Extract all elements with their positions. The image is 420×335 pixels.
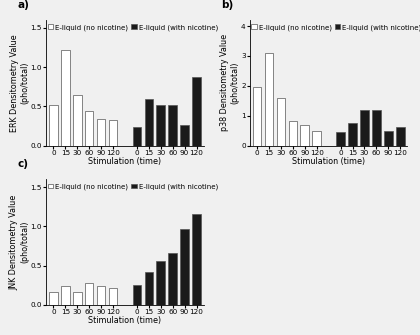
Bar [168, 105, 177, 146]
Legend: E-liquid (no nicotine), E-liquid (with nicotine): E-liquid (no nicotine), E-liquid (with n… [47, 23, 219, 31]
Bar [253, 87, 261, 146]
Bar [156, 261, 165, 305]
Bar [133, 285, 141, 305]
Bar [372, 111, 381, 146]
Bar [168, 253, 177, 305]
Bar [109, 120, 117, 146]
X-axis label: Stimulation (time): Stimulation (time) [88, 157, 162, 166]
Bar [336, 132, 345, 146]
Bar [109, 287, 117, 305]
Bar [348, 123, 357, 146]
Bar [97, 119, 105, 146]
Bar [180, 229, 189, 305]
Bar [289, 121, 297, 146]
Bar [300, 125, 309, 146]
Y-axis label: p38 Densitometry Value
(pho/total): p38 Densitometry Value (pho/total) [220, 35, 240, 131]
Text: b): b) [222, 0, 234, 10]
Bar [384, 131, 393, 146]
Bar [49, 105, 58, 146]
Text: c): c) [18, 159, 29, 169]
Bar [312, 131, 321, 146]
Bar [265, 53, 273, 146]
Bar [85, 283, 94, 305]
Bar [396, 127, 404, 146]
Bar [192, 214, 201, 305]
Bar [73, 292, 81, 305]
Bar [73, 95, 81, 146]
Bar [180, 125, 189, 146]
Bar [61, 50, 70, 146]
Bar [144, 98, 153, 146]
Legend: E-liquid (no nicotine), E-liquid (with nicotine): E-liquid (no nicotine), E-liquid (with n… [47, 183, 219, 191]
X-axis label: Stimulation (time): Stimulation (time) [88, 316, 162, 325]
Bar [97, 286, 105, 305]
Bar [144, 272, 153, 305]
Bar [192, 77, 201, 146]
Y-axis label: ERK Densitometry Value
(pho/total): ERK Densitometry Value (pho/total) [10, 34, 29, 132]
Bar [85, 111, 94, 146]
Bar [277, 98, 285, 146]
Bar [61, 286, 70, 305]
Bar [156, 105, 165, 146]
Text: a): a) [18, 0, 30, 10]
Legend: E-liquid (no nicotine), E-liquid (with nicotine): E-liquid (no nicotine), E-liquid (with n… [251, 23, 420, 31]
Y-axis label: JNK Densitometry Value
(pho/total): JNK Densitometry Value (pho/total) [10, 194, 29, 290]
Bar [49, 292, 58, 305]
Bar [360, 111, 369, 146]
X-axis label: Stimulation (time): Stimulation (time) [292, 157, 365, 166]
Bar [133, 127, 141, 146]
